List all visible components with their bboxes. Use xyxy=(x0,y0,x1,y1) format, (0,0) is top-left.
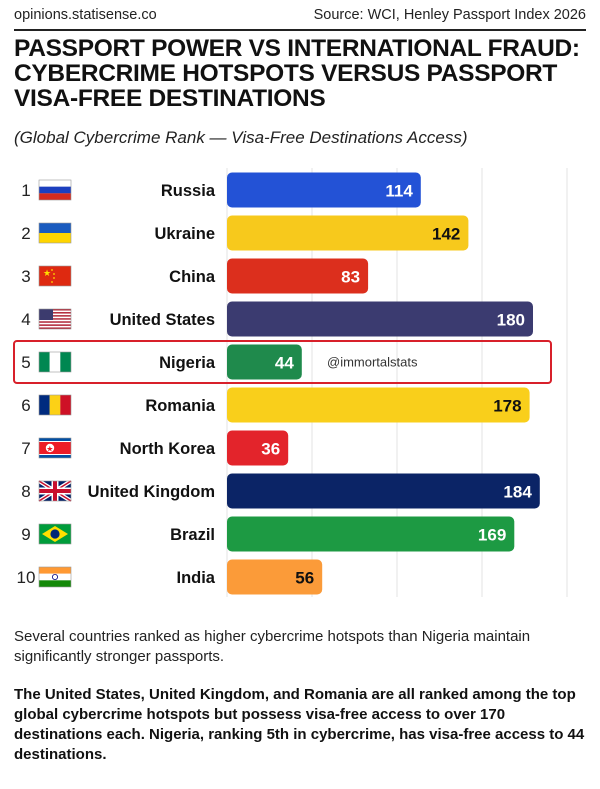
value-label: 180 xyxy=(497,311,525,330)
category-label: China xyxy=(169,268,216,286)
rank-label: 10 xyxy=(17,568,36,587)
romania-flag-icon xyxy=(38,394,72,416)
bar xyxy=(227,344,302,380)
value-label: 83 xyxy=(341,268,360,287)
rank-label: 8 xyxy=(21,482,30,501)
site-name[interactable]: opinions.statisense.co xyxy=(14,7,157,23)
china-flag-icon: ★ xyxy=(38,265,72,287)
chart-subtitle: (Global Cybercrime Rank — Visa-Free Dest… xyxy=(14,128,468,147)
bar-row: 8 United Kingdom 184 xyxy=(21,473,540,509)
category-label: Romania xyxy=(145,397,216,415)
svg-text:★: ★ xyxy=(46,445,53,454)
bar xyxy=(227,473,540,509)
rank-label: 9 xyxy=(21,525,30,544)
bar-row: 2 Ukraine 142 xyxy=(21,215,469,251)
category-label: India xyxy=(176,569,215,587)
bar-row: 6 Romania 178 xyxy=(21,387,530,423)
bar xyxy=(227,430,289,466)
ukraine-flag-icon xyxy=(38,222,72,244)
bar xyxy=(227,559,323,595)
category-label: Brazil xyxy=(170,526,215,544)
bar-row: 5 Nigeria 44 @immortalstats xyxy=(13,340,552,384)
rank-label: 5 xyxy=(21,353,30,372)
category-label: Nigeria xyxy=(159,354,216,372)
rank-label: 6 xyxy=(21,396,30,415)
bar-row: 9 Brazil 169 xyxy=(21,516,515,552)
bar-row: 10 India 56 xyxy=(17,559,323,595)
bar-row: 1 Russia 114 xyxy=(21,172,421,208)
rank-label: 7 xyxy=(21,439,30,458)
rank-label: 3 xyxy=(21,267,30,286)
chart-title: PASSPORT POWER VS INTERNATIONAL FRAUD: C… xyxy=(14,35,580,112)
value-label: 184 xyxy=(503,483,532,502)
category-label: Russia xyxy=(161,182,216,200)
category-label: United Kingdom xyxy=(88,483,215,501)
north-korea-flag-icon: ★ xyxy=(38,437,72,459)
value-label: 56 xyxy=(295,569,314,588)
rank-label: 1 xyxy=(21,181,30,200)
value-label: 178 xyxy=(493,397,521,416)
header-divider xyxy=(14,29,586,31)
top-bar: opinions.statisense.co Source: WCI, Henl… xyxy=(14,4,586,26)
bar xyxy=(227,387,530,423)
brazil-flag-icon xyxy=(38,523,72,545)
category-label: United States xyxy=(110,311,215,329)
bar xyxy=(227,301,533,337)
category-label: Ukraine xyxy=(154,225,215,243)
uk-flag-icon xyxy=(37,479,73,503)
rank-label: 2 xyxy=(21,224,30,243)
nigeria-flag-icon xyxy=(38,351,72,373)
bar xyxy=(227,215,469,251)
highlight-box xyxy=(13,340,552,384)
russia-flag-icon xyxy=(38,179,72,201)
summary-paragraph: Several countries ranked as higher cyber… xyxy=(14,628,531,665)
value-label: 36 xyxy=(261,440,280,459)
bar-row: 4 United States 180 xyxy=(21,301,533,337)
value-label: 169 xyxy=(478,526,506,545)
bar xyxy=(227,516,515,552)
usa-flag-icon xyxy=(38,308,72,330)
value-label: 142 xyxy=(432,225,460,244)
rank-label: 4 xyxy=(21,310,30,329)
india-flag-icon xyxy=(38,566,72,588)
bar xyxy=(227,258,369,294)
bar xyxy=(227,172,421,208)
watermark-text: @immortalstats xyxy=(327,355,418,370)
value-label: 44 xyxy=(275,354,294,373)
value-label: 114 xyxy=(385,182,413,201)
highlight-paragraph: The United States, United Kingdom, and R… xyxy=(14,686,585,763)
svg-text:★: ★ xyxy=(43,268,51,278)
source-text: Source: WCI, Henley Passport Index 2026 xyxy=(313,7,586,23)
bar-row: 3 ★ China 83 xyxy=(21,258,369,294)
bar-chart: 1 Russia 114 2 Ukraine 142 3 ★ China 83 4 United St… xyxy=(13,168,568,597)
category-label: North Korea xyxy=(120,440,216,458)
bar-row: 7 ★ North Korea 36 xyxy=(21,430,289,466)
